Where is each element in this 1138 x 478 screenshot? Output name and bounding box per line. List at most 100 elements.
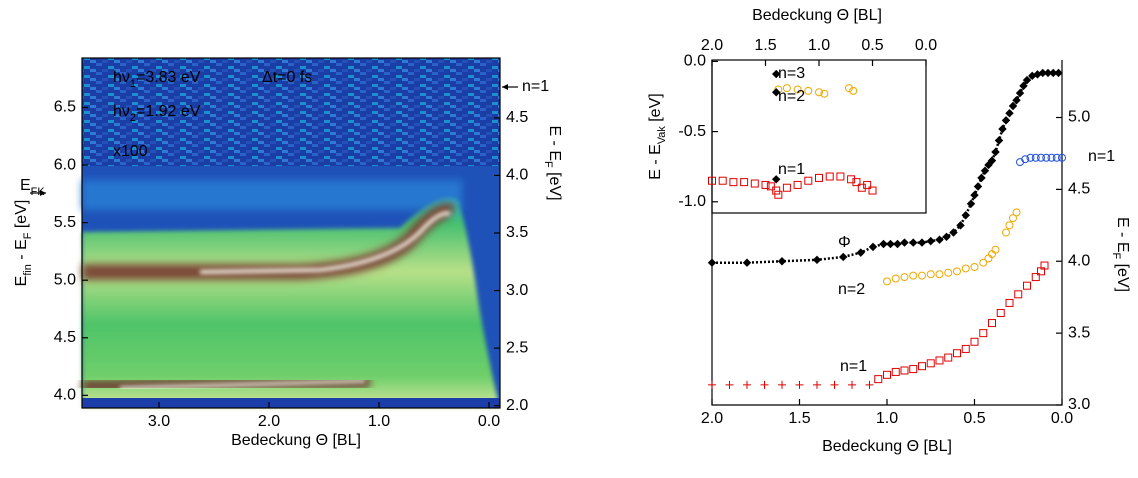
point [857,183,866,192]
point [1037,153,1045,162]
point [977,173,986,183]
point [961,344,970,353]
point [918,271,926,280]
point [893,239,902,249]
point [708,380,716,389]
point [1005,298,1014,307]
point [935,270,944,279]
x-tick-label: 0.0 [478,413,500,430]
point [970,190,979,200]
x-tick-label: 0.5 [963,410,985,427]
point [909,271,918,280]
point [917,238,927,247]
y-tick-label: -1.0 [678,193,706,210]
point [991,245,1000,254]
point [926,359,935,368]
x-axis-label: Bedeckung Θ [BL] [231,432,361,449]
y-tick-label: 0.0 [684,53,706,70]
point [774,190,783,199]
point [839,252,848,262]
point [844,84,853,93]
point [1005,221,1014,230]
y-tick-label: 5.5 [54,214,76,231]
y-axis-label: E - EF [eV] [1110,217,1131,292]
text-part: x100 [113,143,148,160]
y-tick-label: 4.5 [1068,181,1090,198]
y-tick-label: 3.0 [1068,396,1090,413]
text-part: =1.92 eV [136,103,201,120]
point [742,258,752,267]
point [970,337,979,346]
point [942,232,951,242]
series-line [712,71,1059,264]
point [1052,153,1061,162]
text-part: Δt=0 fs [262,69,312,86]
annotation: n=1 [522,78,549,95]
point [793,85,802,94]
point [820,89,829,98]
point [996,309,1005,317]
point [970,263,979,271]
text-part: E - E [647,144,664,180]
text-part: E - E [546,125,563,161]
point [1014,290,1023,299]
x-tick-label: 2.0 [258,413,280,430]
heatmap-image [81,58,500,408]
point [1019,81,1028,91]
x-tick-label: 0.0 [915,37,937,54]
point [863,180,872,189]
point [772,186,781,195]
point [998,124,1007,134]
point [815,88,823,97]
point [900,366,909,375]
point [979,258,988,267]
point [1015,88,1025,98]
text-part: [eV] [546,168,563,201]
point [1016,158,1024,167]
point [1058,153,1066,162]
series-label: Φ [838,234,851,251]
text-part: 1 [130,78,136,90]
point [766,182,775,191]
y-tick-label: 3.5 [1068,324,1090,341]
point [886,239,895,249]
point [740,178,749,187]
y-axis-label: Efin - EF [eV] [13,200,34,287]
y-tick-label: 4.0 [54,387,76,404]
point [953,349,961,358]
text-part: hν [113,69,130,86]
point [949,228,958,237]
point [1001,116,1011,125]
text-part: E - E [1114,217,1131,253]
text-part: Vak [656,126,668,144]
y-tick-label: 4.0 [506,167,528,184]
point [961,264,970,273]
point [868,242,878,252]
point [815,173,823,182]
point [793,180,802,189]
point [994,136,1004,145]
point [883,370,891,379]
text-part: [eV] [1114,259,1131,292]
point [984,160,993,170]
y-tick-label: 5.0 [1068,109,1090,126]
point [891,274,900,283]
point [944,353,953,362]
point [979,329,988,338]
point [900,273,909,282]
point [868,186,877,195]
annotation: x100 [113,143,148,160]
point [1002,228,1010,237]
point [966,199,976,208]
y-tick-label: 3.5 [506,224,528,241]
point [987,156,997,165]
x-tick-label: 2.0 [701,37,723,54]
point [961,211,970,220]
point [856,248,865,257]
annotation: hν2=1.92 eV [113,103,201,124]
point [771,175,781,184]
point [988,319,996,328]
point [956,221,965,230]
text-part: F [1110,253,1122,260]
